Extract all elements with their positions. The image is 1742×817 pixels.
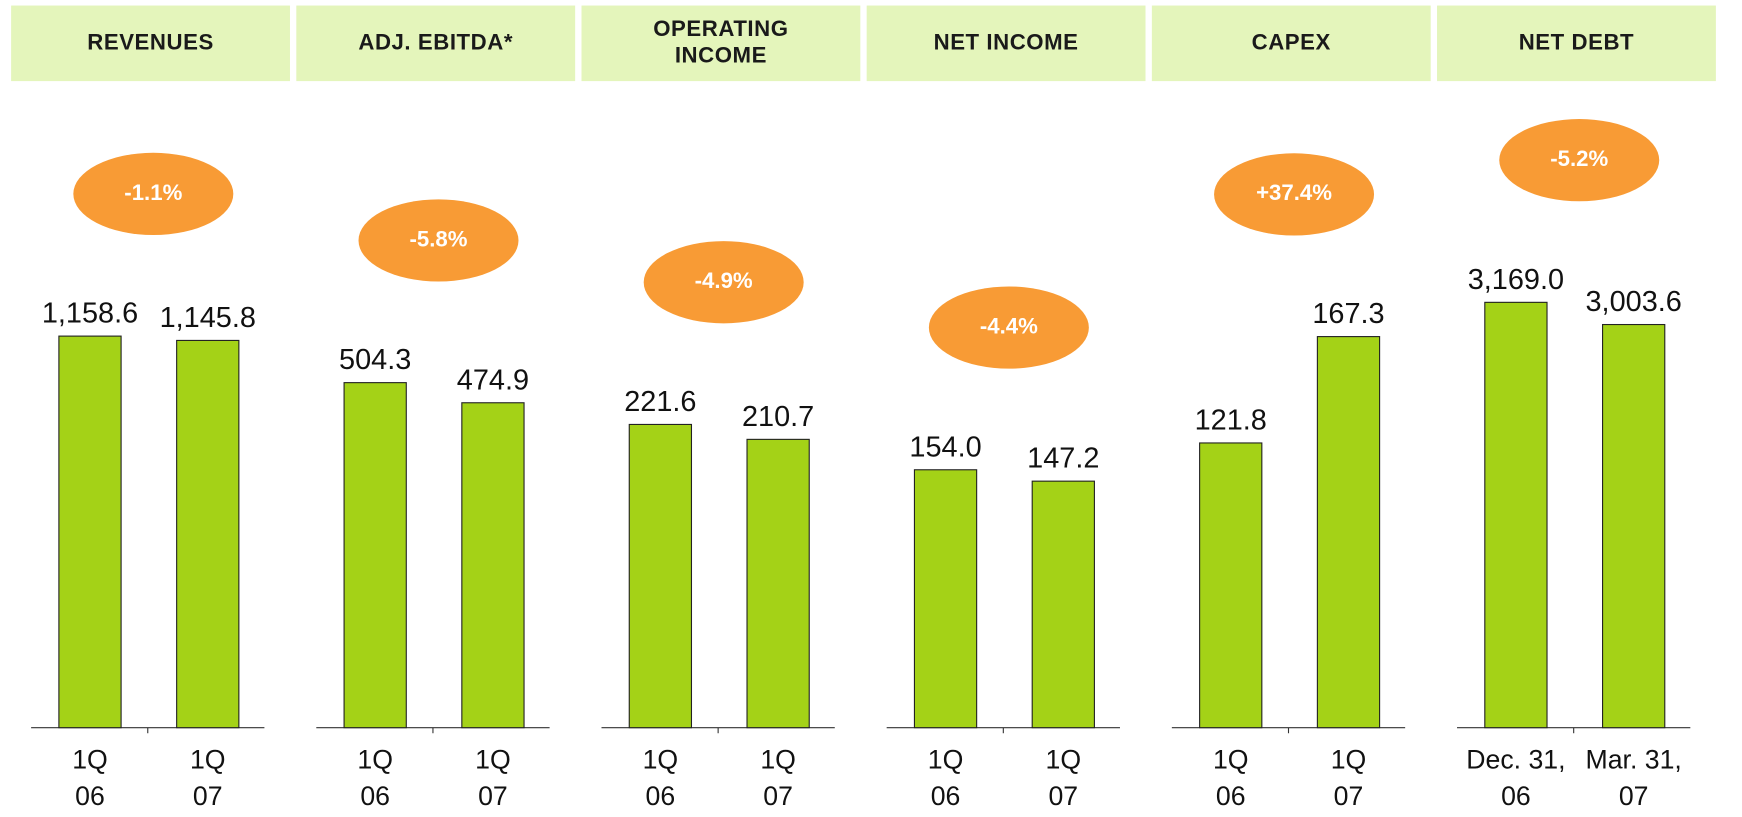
- bar: [628, 423, 693, 729]
- change-badge: [928, 286, 1089, 369]
- panel: ADJ. EBITDA* 504.3 1Q 06 474.9 1Q 07 -5.8%: [296, 5, 576, 812]
- header-box: [11, 5, 290, 82]
- value-label: 504.3: [339, 344, 411, 376]
- panel: NET DEBT 3,169.0 Dec. 31, 06 3,003.6 Mar. 31,…: [1437, 5, 1716, 812]
- panel: REVENUES 1,158.6 1Q 06 1,145.8 1Q 07 -1.1%: [11, 5, 290, 812]
- value-label: 1,145.8: [160, 302, 256, 334]
- panel-title: ADJ. EBITDA*: [358, 29, 513, 54]
- panel: NET INCOME 154.0 1Q 06 147.2 1Q 07 -4.4%: [866, 5, 1146, 812]
- value-label: 3,003.6: [1586, 286, 1682, 318]
- bar: [343, 382, 407, 729]
- change-badge: [1499, 119, 1660, 202]
- panel-title: REVENUES: [87, 29, 214, 54]
- bar: [746, 438, 810, 729]
- change-label: -4.4%: [980, 313, 1038, 338]
- change-badge: [643, 241, 804, 324]
- change-label: -5.2%: [1550, 146, 1608, 171]
- change-label: +37.4%: [1256, 180, 1332, 205]
- x-tick-label: 1Q 06: [928, 745, 964, 812]
- header-box: [581, 5, 861, 82]
- value-label: 474.9: [457, 364, 529, 396]
- change-label: -4.9%: [695, 268, 753, 293]
- x-tick-label: 1Q 06: [643, 745, 679, 812]
- value-label: 121.8: [1195, 404, 1267, 436]
- bar: [176, 339, 240, 729]
- change-badge: [1214, 153, 1375, 236]
- value-label: 1,158.6: [42, 298, 138, 330]
- panel-title: OPERATING INCOME: [653, 16, 788, 68]
- x-tick-label: 1Q 06: [357, 745, 393, 812]
- x-tick-label: 1Q 07: [475, 745, 511, 812]
- x-tick-label: Mar. 31, 07: [1586, 745, 1682, 812]
- x-tick-label: 1Q 07: [1046, 745, 1082, 812]
- value-label: 221.6: [624, 386, 696, 418]
- bar: [1199, 442, 1263, 729]
- value-label: 3,169.0: [1468, 264, 1564, 296]
- panel-title: NET INCOME: [934, 29, 1079, 54]
- x-tick-label: 1Q 07: [760, 745, 796, 812]
- header-box: [1437, 5, 1716, 82]
- bar: [1602, 323, 1666, 729]
- x-tick-label: 1Q 07: [190, 745, 226, 812]
- value-label: 154.0: [909, 431, 981, 463]
- x-tick-label: 1Q 06: [1213, 745, 1249, 812]
- bar: [1316, 336, 1381, 729]
- bar: [58, 335, 122, 729]
- panel: CAPEX 121.8 1Q 06 167.3 1Q 07 +37.4%: [1151, 5, 1431, 812]
- header-box: [866, 5, 1146, 82]
- panel-title: NET DEBT: [1519, 29, 1634, 54]
- bar: [913, 469, 978, 729]
- x-tick-label: Dec. 31, 06: [1466, 745, 1565, 812]
- header-box: [1151, 5, 1431, 82]
- value-label: 147.2: [1027, 443, 1099, 475]
- x-tick-label: 1Q 07: [1331, 745, 1367, 812]
- header-box: [296, 5, 576, 82]
- change-label: -5.8%: [409, 226, 467, 251]
- panel-title: CAPEX: [1252, 29, 1331, 54]
- change-badge: [358, 199, 519, 282]
- panel: OPERATING INCOME 221.6 1Q 06 210.7 1Q 07 -4.9%: [581, 5, 861, 812]
- bar: [1031, 480, 1095, 729]
- change-label: -1.1%: [124, 180, 182, 205]
- x-tick-label: 1Q 06: [72, 745, 108, 812]
- change-badge: [73, 152, 234, 236]
- value-label: 210.7: [742, 401, 814, 433]
- value-label: 167.3: [1312, 298, 1384, 330]
- bar: [461, 402, 525, 729]
- bar: [1484, 301, 1548, 729]
